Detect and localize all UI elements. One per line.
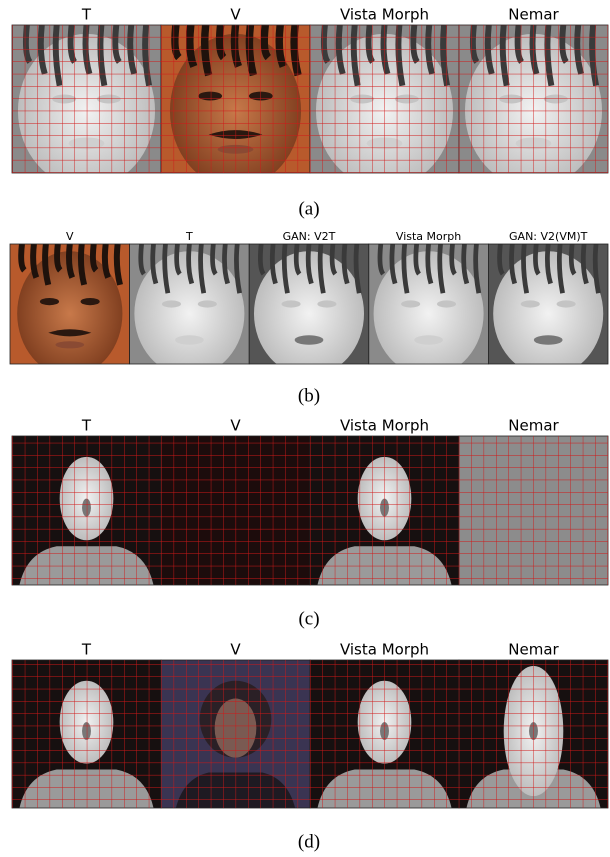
image-region xyxy=(162,300,181,307)
image-region xyxy=(33,244,36,278)
panel-caption: (a) xyxy=(298,198,319,219)
image-region xyxy=(175,335,204,345)
panel-caption: (d) xyxy=(298,831,320,852)
panel: T V Vista Morph Nemar (a) xyxy=(12,6,608,220)
image-region xyxy=(401,300,420,307)
image-title: Vista Morph xyxy=(340,6,429,24)
image-region xyxy=(557,300,576,307)
image-title: GAN: V2T xyxy=(283,230,336,243)
image-region xyxy=(534,335,563,345)
image-region xyxy=(414,335,443,345)
image-region xyxy=(55,341,84,348)
image-region xyxy=(40,298,59,305)
image-region xyxy=(105,244,108,278)
image-region xyxy=(117,244,120,285)
image-title: T xyxy=(81,6,92,24)
grid-overlay xyxy=(12,436,608,585)
image-title: V xyxy=(230,6,241,24)
image-region xyxy=(93,244,96,270)
image-title: Vista Morph xyxy=(340,417,429,435)
image-title: Vista Morph xyxy=(340,641,429,659)
panel: T V Vista Morph Nemar (d) xyxy=(12,641,608,853)
image-title: GAN: V2(VM)T xyxy=(509,230,588,243)
image-region xyxy=(45,244,48,285)
image-region xyxy=(81,244,84,285)
image xyxy=(130,244,250,376)
image-title: T xyxy=(81,641,92,659)
image xyxy=(369,244,489,376)
image-title: Vista Morph xyxy=(396,230,461,243)
grid-overlay xyxy=(12,25,608,173)
image-title: Nemar xyxy=(508,641,559,659)
panel: V T GAN: V2T Vista Morph GAN: V2(VM)T (b) xyxy=(10,230,608,406)
panel-caption: (b) xyxy=(298,385,320,406)
image-region xyxy=(281,300,300,307)
image-title: T xyxy=(81,417,92,435)
image-region xyxy=(198,300,217,307)
image-region xyxy=(81,298,100,305)
image-region xyxy=(295,335,324,345)
image-title: V xyxy=(230,417,241,435)
image-title: Nemar xyxy=(508,6,559,24)
image-title: Nemar xyxy=(508,417,559,435)
image xyxy=(488,244,608,376)
image-region xyxy=(21,244,24,270)
image-region xyxy=(521,300,540,307)
image-region xyxy=(437,300,456,307)
panel: T V Vista Morph Nemar (c) xyxy=(12,417,608,630)
panel-caption: (c) xyxy=(298,608,319,629)
image-title: V xyxy=(230,641,241,659)
image-region xyxy=(317,300,336,307)
image-title: V xyxy=(66,230,74,243)
image-region xyxy=(57,244,60,270)
image xyxy=(249,244,369,376)
figure: T V Vista Morph Nemar (a) V T GAN: V2T Vista Mor… xyxy=(0,0,610,857)
grid-overlay xyxy=(12,660,608,808)
image-region xyxy=(69,244,72,278)
image xyxy=(10,244,130,376)
image-title: T xyxy=(185,230,193,243)
